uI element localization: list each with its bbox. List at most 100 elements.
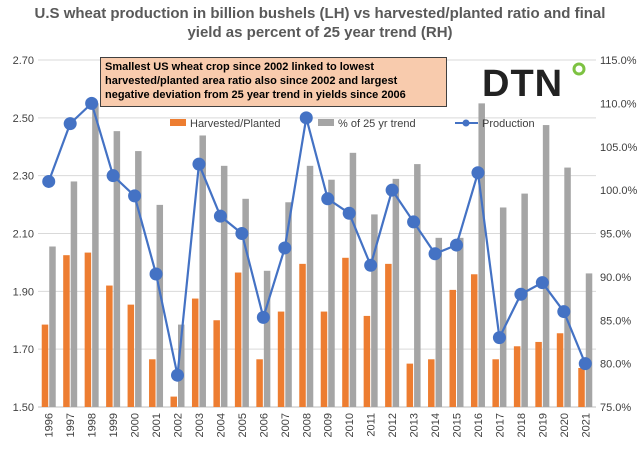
- bar-pct-25yr-trend: [564, 167, 571, 407]
- x-tick-label: 1998: [87, 413, 99, 437]
- production-point: [514, 287, 528, 301]
- production-point: [192, 157, 206, 171]
- right-tick-label: 105.0%: [600, 142, 638, 154]
- legend-label-production: Production: [482, 118, 535, 130]
- production-point: [278, 241, 292, 255]
- x-tick-label: 2020: [559, 413, 571, 437]
- production-point: [364, 258, 378, 272]
- x-tick-label: 1997: [65, 413, 77, 437]
- x-tick-label: 1996: [44, 413, 56, 437]
- bar-pct-25yr-trend: [371, 214, 378, 407]
- x-tick-label: 2014: [430, 413, 442, 437]
- x-tick-label: 1999: [108, 413, 120, 437]
- right-tick-label: 95.0%: [600, 229, 631, 241]
- bar-harvested-planted: [256, 359, 263, 407]
- production-point: [321, 192, 335, 206]
- bar-harvested-planted: [470, 274, 478, 407]
- bar-pct-25yr-trend: [178, 324, 185, 407]
- production-point: [407, 215, 421, 229]
- bar-harvested-planted: [578, 367, 585, 407]
- bar-harvested-planted: [127, 304, 135, 407]
- x-tick-label: 2021: [580, 413, 592, 437]
- bar-harvested-planted: [149, 359, 156, 407]
- bar-harvested-planted: [277, 311, 285, 407]
- bar-harvested-planted: [556, 333, 564, 407]
- left-tick-label: 2.30: [13, 171, 34, 183]
- gridlines: [38, 59, 596, 408]
- x-tick-label: 2001: [151, 413, 163, 437]
- x-tick-label: 2013: [409, 413, 421, 437]
- production-point: [535, 276, 549, 290]
- bar-harvested-planted: [342, 257, 349, 407]
- right-tick-label: 85.0%: [600, 315, 631, 327]
- x-tick-label: 2010: [344, 413, 356, 437]
- x-tick-label: 2006: [258, 413, 270, 437]
- dtn-logo-dot-icon: [572, 62, 586, 76]
- left-tick-label: 2.50: [13, 113, 34, 125]
- bar-harvested-planted: [385, 263, 392, 407]
- production-point: [85, 96, 99, 110]
- trend-bars: [49, 103, 593, 407]
- x-tick-label: 2000: [130, 413, 142, 437]
- left-tick-label: 1.90: [13, 286, 34, 298]
- production-point: [385, 183, 399, 197]
- harvested-bars: [41, 252, 585, 407]
- dtn-logo: DTN: [482, 62, 592, 105]
- bar-pct-25yr-trend: [113, 131, 121, 407]
- bar-pct-25yr-trend: [414, 164, 421, 407]
- x-tick-label: 2019: [537, 413, 549, 437]
- bar-pct-25yr-trend: [499, 207, 507, 407]
- bar-pct-25yr-trend: [220, 165, 228, 407]
- bar-pct-25yr-trend: [392, 178, 400, 407]
- x-tick-label: 2018: [516, 413, 528, 437]
- bar-harvested-planted: [492, 359, 499, 407]
- right-tick-label: 90.0%: [600, 272, 631, 284]
- x-tick-label: 2002: [173, 413, 185, 437]
- bar-harvested-planted: [234, 272, 242, 407]
- left-axis-ticks: 1.50 1.70 1.90 2.10 2.30 2.50 2.70: [13, 55, 34, 414]
- chart-title-line2: yield as percent of 25 year trend (RH): [187, 24, 453, 41]
- bar-pct-25yr-trend: [263, 270, 271, 407]
- left-tick-label: 2.10: [13, 229, 34, 241]
- production-point: [149, 267, 163, 281]
- bar-pct-25yr-trend: [521, 193, 528, 407]
- x-tick-label: 2016: [473, 413, 485, 437]
- legend-marker-production: [462, 119, 470, 127]
- x-tick-label: 2015: [452, 413, 464, 437]
- bar-harvested-planted: [363, 315, 371, 407]
- right-axis-ticks: 75.0% 80.0% 85.0% 90.0% 95.0% 100.0% 105.0% 110…: [600, 55, 638, 414]
- bar-pct-25yr-trend: [349, 152, 357, 407]
- left-tick-label: 2.70: [13, 55, 34, 67]
- production-point: [235, 227, 249, 240]
- production-line-group: [42, 96, 592, 382]
- bar-harvested-planted: [213, 320, 220, 407]
- left-tick-label: 1.50: [13, 402, 34, 414]
- production-point: [578, 357, 592, 371]
- production-point: [63, 117, 77, 131]
- production-point: [557, 305, 571, 319]
- bar-pct-25yr-trend: [478, 103, 485, 407]
- x-tick-label: 2012: [387, 413, 399, 437]
- production-point: [106, 169, 120, 183]
- bar-pct-25yr-trend: [49, 246, 56, 407]
- bar-harvested-planted: [299, 263, 306, 407]
- legend-label-trend: % of 25 yr trend: [338, 118, 416, 130]
- production-point: [492, 331, 506, 345]
- bar-harvested-planted: [106, 285, 113, 407]
- production-line: [47, 101, 587, 376]
- x-tick-label: 2004: [215, 413, 227, 437]
- legend-swatch-trend: [318, 119, 334, 126]
- production-point: [428, 247, 442, 261]
- x-tick-label: 2003: [194, 413, 206, 437]
- bar-harvested-planted: [84, 252, 92, 407]
- bar-harvested-planted: [191, 298, 199, 407]
- left-tick-label: 1.70: [13, 344, 34, 356]
- chart-title: U.S wheat production in billion bushels …: [0, 4, 640, 42]
- x-axis-ticks: 1996 1997 1998 1999 2000 2001 2002 2003 2004 2005…: [44, 413, 593, 437]
- production-point: [128, 189, 142, 203]
- production-point: [213, 209, 227, 223]
- bar-harvested-planted: [535, 341, 542, 407]
- x-tick-label: 2008: [301, 413, 313, 437]
- right-tick-label: 80.0%: [600, 359, 631, 371]
